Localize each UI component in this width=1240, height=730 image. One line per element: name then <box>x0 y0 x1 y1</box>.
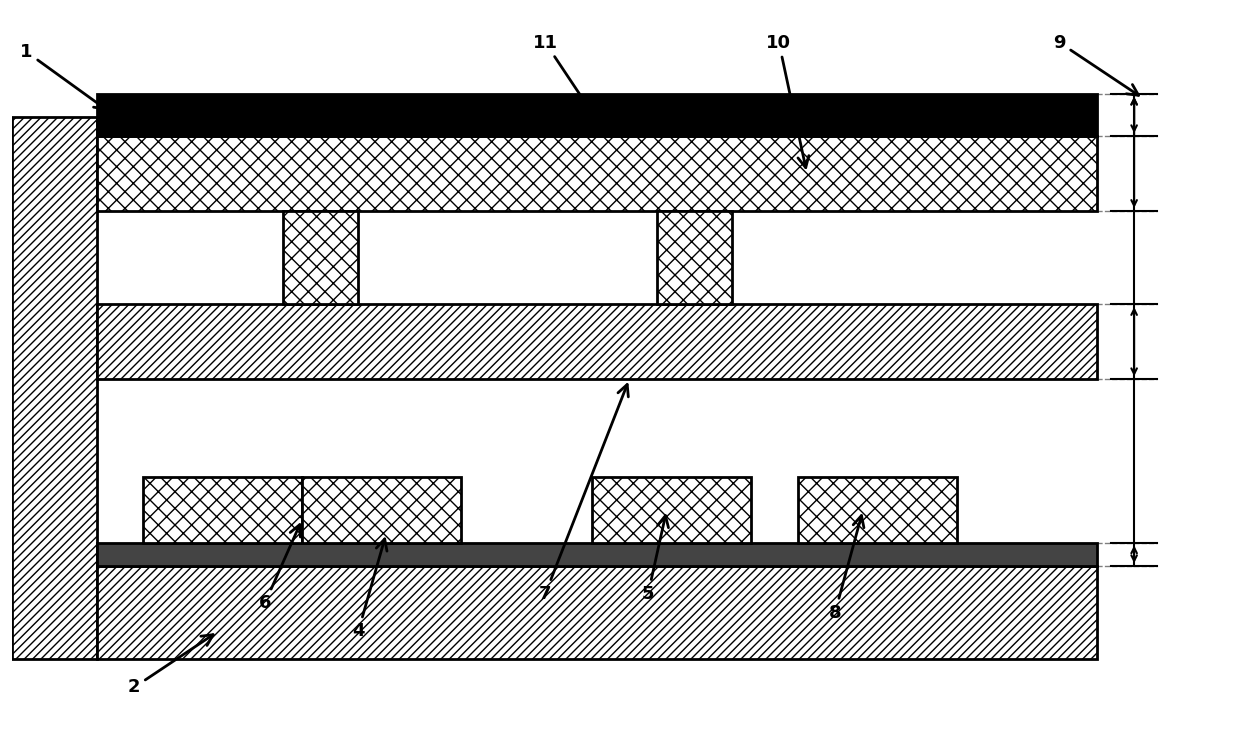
Bar <box>97 94 1096 136</box>
Text: 5: 5 <box>642 515 668 603</box>
Bar <box>797 477 956 542</box>
Text: 11: 11 <box>533 34 589 108</box>
Text: 8: 8 <box>828 515 864 622</box>
Bar <box>97 136 1096 211</box>
Bar <box>591 477 751 542</box>
Bar <box>144 477 303 542</box>
Text: 2: 2 <box>128 634 213 696</box>
Bar <box>303 477 461 542</box>
Text: 9: 9 <box>1053 34 1138 96</box>
Bar <box>97 566 1096 659</box>
Bar <box>97 304 1096 379</box>
Text: 1: 1 <box>20 43 105 110</box>
Text: 7: 7 <box>539 385 629 603</box>
Bar <box>97 542 1096 566</box>
Text: 6: 6 <box>258 525 300 612</box>
Bar <box>12 118 97 659</box>
Bar <box>657 211 732 304</box>
Text: 4: 4 <box>352 539 387 640</box>
Bar <box>284 211 358 304</box>
Text: 10: 10 <box>766 34 808 168</box>
